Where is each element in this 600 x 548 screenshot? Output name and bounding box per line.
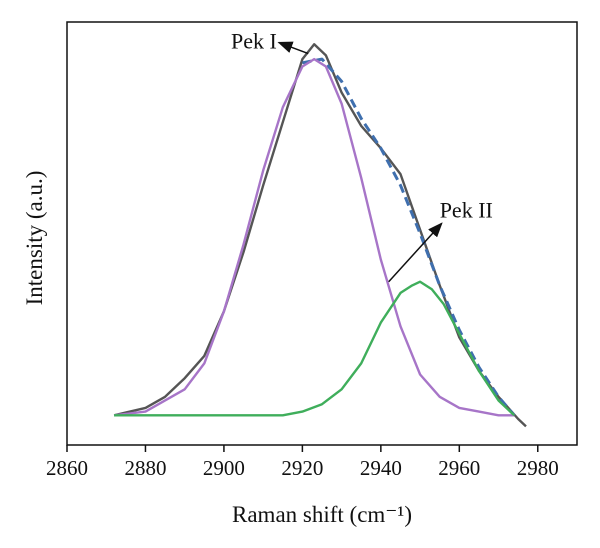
series-line-3 <box>114 280 516 417</box>
x-axis-ticks: 2860 2880 2900 2920 2940 2960 2980 <box>46 445 559 480</box>
x-tick-label: 2920 <box>281 456 323 480</box>
x-tick-label: 2880 <box>124 456 166 480</box>
x-tick-label: 2960 <box>438 456 480 480</box>
series-line-0 <box>113 43 527 428</box>
annotation-layer: Pek I Pek II <box>231 29 493 283</box>
series-line-1 <box>302 57 516 417</box>
annotation-arrow <box>388 222 443 283</box>
y-axis-label: Intensity (a.u.) <box>22 171 47 306</box>
annotation-label: Pek II <box>440 197 493 222</box>
annotation-arrow <box>277 41 309 55</box>
x-tick-label: 2940 <box>360 456 402 480</box>
x-tick-label: 2860 <box>46 456 88 480</box>
series-layer <box>113 43 527 428</box>
series-line-2 <box>113 57 515 417</box>
annotation-label: Pek I <box>231 29 277 54</box>
x-tick-label: 2980 <box>517 456 559 480</box>
x-tick-label: 2900 <box>203 456 245 480</box>
x-axis-label: Raman shift (cm⁻¹) <box>232 502 412 527</box>
plot-frame <box>66 21 578 446</box>
